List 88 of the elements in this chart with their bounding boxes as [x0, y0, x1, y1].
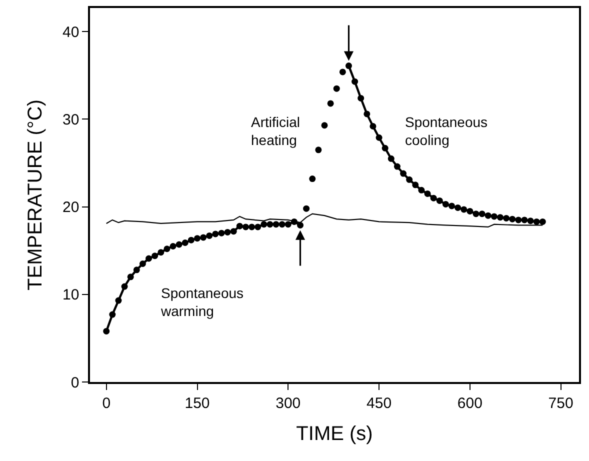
point: [442, 200, 449, 208]
point: [418, 186, 425, 194]
point: [194, 235, 200, 242]
point: [424, 190, 431, 197]
point: [539, 218, 546, 225]
point: [254, 224, 262, 230]
point: [266, 221, 274, 228]
point: [370, 122, 376, 130]
point: [484, 212, 492, 219]
y-tick-label: 20: [62, 199, 80, 216]
point: [364, 110, 370, 118]
x-tick-label: 150: [184, 394, 210, 412]
point: [127, 274, 134, 280]
point: [533, 218, 540, 225]
point: [236, 222, 243, 230]
point: [164, 246, 170, 252]
point: [503, 214, 510, 222]
point: [478, 210, 486, 218]
point: [152, 252, 158, 260]
point: [170, 242, 176, 250]
point: [158, 249, 164, 256]
point: [496, 214, 504, 221]
point: [412, 182, 419, 188]
point: [460, 206, 468, 213]
point: [406, 176, 413, 183]
point: [121, 283, 128, 290]
point: [527, 218, 534, 224]
x-tick-label: 600: [457, 394, 482, 412]
y-tick-label: 40: [62, 24, 80, 41]
point: [176, 241, 182, 248]
point: [345, 62, 352, 70]
point: [188, 236, 194, 244]
point: [224, 228, 231, 236]
point: [133, 266, 140, 274]
point: [297, 222, 304, 228]
point: [278, 221, 286, 228]
y-tick-label: 0: [70, 374, 80, 392]
y-axis-title: TEMPERATURE (°C): [24, 100, 47, 290]
point: [200, 234, 207, 241]
x-tick-label: 450: [366, 394, 392, 412]
point: [309, 176, 316, 182]
point: [327, 100, 334, 107]
annotation: Spontaneous warming: [160, 285, 244, 320]
x-axis-title: TIME (s): [296, 422, 373, 445]
point: [315, 146, 322, 154]
y-tick-label: 10: [62, 286, 80, 304]
point: [466, 208, 474, 214]
point: [515, 216, 522, 224]
point: [400, 170, 407, 177]
point: [303, 205, 310, 212]
point: [284, 221, 292, 228]
x-tick-label: 750: [548, 394, 574, 412]
point: [388, 155, 394, 162]
point: [139, 260, 146, 268]
point: [146, 255, 152, 262]
point: [218, 230, 225, 236]
point: [115, 297, 122, 304]
point: [242, 224, 249, 230]
point: [248, 224, 256, 230]
point: [490, 213, 498, 220]
point: [436, 197, 443, 204]
point: [472, 210, 480, 218]
x-tick-label: 0: [102, 394, 111, 412]
annotation: Artificial heating: [251, 114, 300, 148]
point: [376, 134, 382, 141]
point: [339, 68, 346, 76]
point: [509, 216, 516, 222]
point: [333, 85, 340, 92]
point: [448, 202, 455, 210]
point: [382, 144, 388, 152]
point: [182, 239, 188, 246]
point: [521, 216, 528, 224]
point: [394, 163, 400, 170]
point: [272, 221, 280, 228]
point: [430, 194, 437, 202]
point: [358, 94, 364, 102]
y-tick-label: 30: [62, 111, 80, 128]
point: [260, 221, 268, 228]
point: [352, 78, 358, 85]
point: [321, 122, 328, 129]
point: [230, 228, 237, 235]
point: [454, 204, 462, 211]
point: [109, 311, 116, 318]
point: [103, 328, 110, 334]
annotation: Spontaneous cooling: [405, 114, 488, 148]
point: [206, 232, 213, 239]
point: [212, 230, 219, 238]
x-tick-label: 300: [276, 394, 301, 412]
